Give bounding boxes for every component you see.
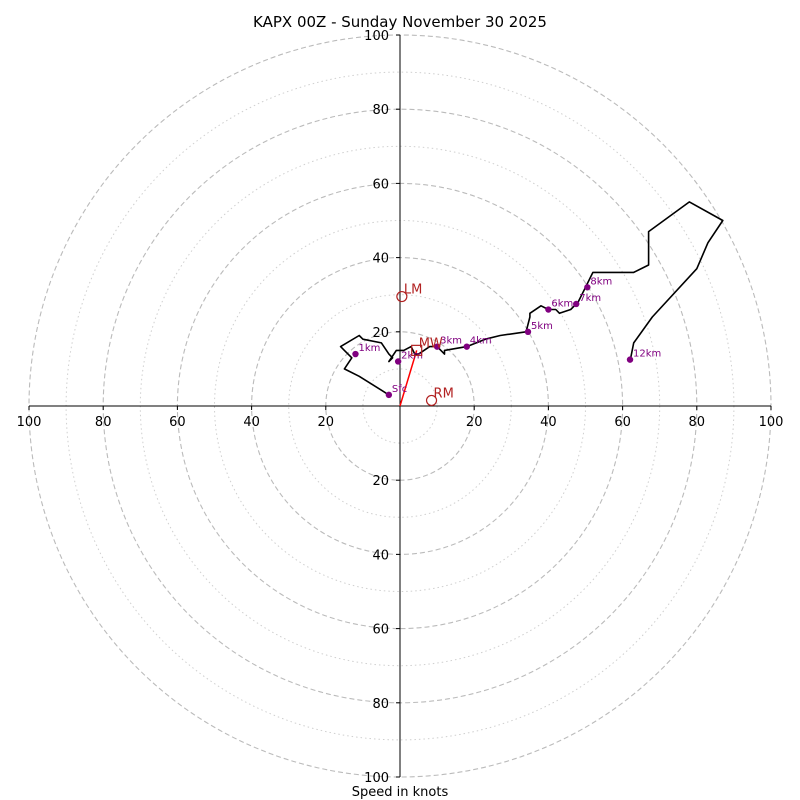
y-tick-label: 80 <box>372 103 389 118</box>
height-label-2km: 2km <box>401 350 423 361</box>
height-marker-5km <box>524 328 532 335</box>
storm-motion-mw-label: MW <box>419 336 443 351</box>
y-tick-label: 20 <box>372 326 389 341</box>
y-tick-label: 100 <box>364 29 389 44</box>
height-label-7km: 7km <box>579 293 601 304</box>
storm-motion-mw-marker <box>411 344 423 356</box>
y-tick-label: 80 <box>372 697 389 712</box>
y-tick-label: 60 <box>372 177 389 192</box>
height-label-3km: 3km <box>440 336 462 347</box>
storm-motion-rm-marker <box>425 394 438 407</box>
x-tick-label: 60 <box>614 415 631 430</box>
x-tick-label: 80 <box>95 415 112 430</box>
height-label-6km: 6km <box>551 299 573 310</box>
x-tick-label: 40 <box>243 415 260 430</box>
height-marker-sfc <box>385 391 393 399</box>
x-tick-label: 100 <box>759 415 784 430</box>
height-marker-1km <box>352 350 359 358</box>
x-tick-label: 20 <box>466 415 483 430</box>
y-tick-label: 40 <box>372 252 389 267</box>
y-tick-label: 20 <box>372 474 389 489</box>
shear-vector <box>399 350 418 407</box>
chart-title: KAPX 00Z - Sunday November 30 2025 <box>253 13 547 31</box>
height-marker-6km <box>545 306 552 313</box>
x-tick-label: 60 <box>169 415 186 430</box>
height-label-4km: 4km <box>470 336 492 347</box>
height-marker-2km <box>394 358 402 365</box>
height-label-1km: 1km <box>358 343 380 354</box>
height-marker-3km <box>433 343 441 350</box>
shear-vector-group <box>399 350 418 407</box>
height-label-12km: 12km <box>633 349 661 360</box>
x-tick-label: 40 <box>540 415 557 430</box>
storm-motion-rm-label: RM <box>434 386 454 401</box>
x-tick-label: 80 <box>689 415 706 430</box>
hodograph-trace-group <box>339 201 724 396</box>
height-marker-4km <box>463 343 470 350</box>
x-tick-label: 100 <box>17 415 42 430</box>
storm-motion-markers: LM MW RM <box>396 283 454 407</box>
height-label-5km: 5km <box>531 321 553 332</box>
height-marker-8km <box>584 284 591 291</box>
height-marker-7km <box>573 300 580 308</box>
storm-motion-lm-marker <box>396 290 408 303</box>
y-tick-label: 40 <box>372 548 389 563</box>
height-label-8km: 8km <box>590 276 612 287</box>
y-tick-label: 100 <box>364 771 389 786</box>
y-tick-labels: 100 80 60 40 20 20 40 60 80 100 <box>364 29 389 786</box>
storm-motion-lm-label: LM <box>404 283 422 298</box>
hodograph-trace <box>339 201 724 396</box>
x-tick-label: 20 <box>318 415 335 430</box>
y-tick-label: 60 <box>372 623 389 638</box>
x-axis-label: Speed in knots <box>352 785 449 800</box>
x-tick-labels: 100 80 60 40 20 20 40 60 80 100 <box>17 415 784 430</box>
height-marker-12km <box>626 356 634 363</box>
height-markers: Sfc 1km 2km 3km 4km 5km 6km 7km 8km 12km <box>352 276 661 399</box>
height-label-sfc: Sfc <box>392 384 407 395</box>
